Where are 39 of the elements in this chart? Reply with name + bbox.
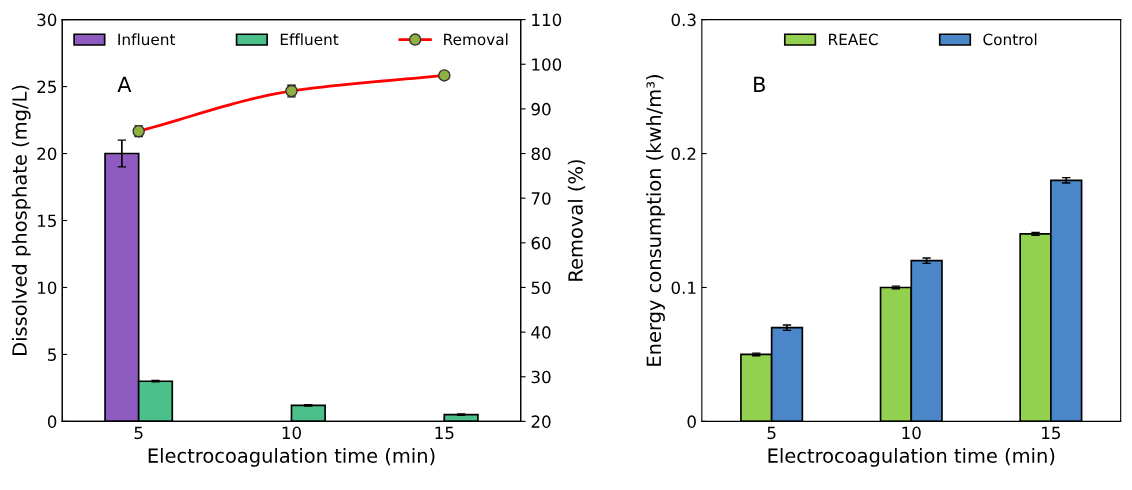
y2-tick-label: 40: [531, 326, 551, 339]
y-tick-label: 5: [48, 348, 56, 361]
y2-tick-label: 30: [531, 370, 551, 384]
x-tick-label: 15: [435, 426, 454, 440]
y2-tick-label: 70: [531, 192, 551, 205]
y-tick-label: 0.1: [671, 281, 696, 295]
x-tick-label: 5: [767, 426, 776, 440]
y-axis-title: Dissolved phosphate (mg/L): [11, 85, 31, 355]
legend-label: Removal: [444, 33, 508, 46]
x-tick-label: 15: [1042, 426, 1061, 440]
legend-label: Effluent: [280, 33, 339, 46]
y-tick-label: 0.3: [671, 13, 696, 27]
legend-label: Control: [983, 33, 1037, 46]
y2-tick-label: 100: [532, 58, 562, 71]
x-tick-label: 10: [282, 426, 301, 440]
y2-axis-title: Removal (%): [567, 160, 586, 281]
y2-tick-label: 80: [531, 147, 551, 161]
y-tick-label: 10: [38, 281, 57, 295]
y2-tick-label: 50: [531, 281, 551, 295]
y-tick-label: 0: [47, 415, 57, 428]
y-tick-label: 25: [37, 80, 56, 94]
y2-tick-label: 90: [531, 102, 551, 116]
legend-label: REAEC: [829, 33, 878, 46]
legend-label: Influent: [118, 33, 176, 46]
y-tick-label: 0.2: [671, 147, 696, 161]
x-axis-title: Electrocoagulation time (min): [148, 447, 435, 467]
x-tick-label: 5: [134, 426, 143, 440]
annotation: A: [117, 76, 132, 92]
y-tick-label: 20: [37, 147, 57, 161]
x-tick-label: 10: [902, 426, 921, 440]
y-tick-label: 0: [687, 415, 696, 428]
y2-tick-label: 20: [531, 415, 551, 428]
y-tick-label: 15: [38, 214, 56, 228]
x-axis-title: Electrocoagulation time (min): [768, 447, 1055, 467]
y2-tick-label: 60: [531, 236, 551, 250]
annotation: B: [754, 76, 765, 92]
y-axis-title: Energy consumption (kwh/m³): [646, 75, 665, 366]
y-tick-label: 30: [37, 13, 57, 27]
y2-tick-label: 110: [532, 13, 562, 27]
